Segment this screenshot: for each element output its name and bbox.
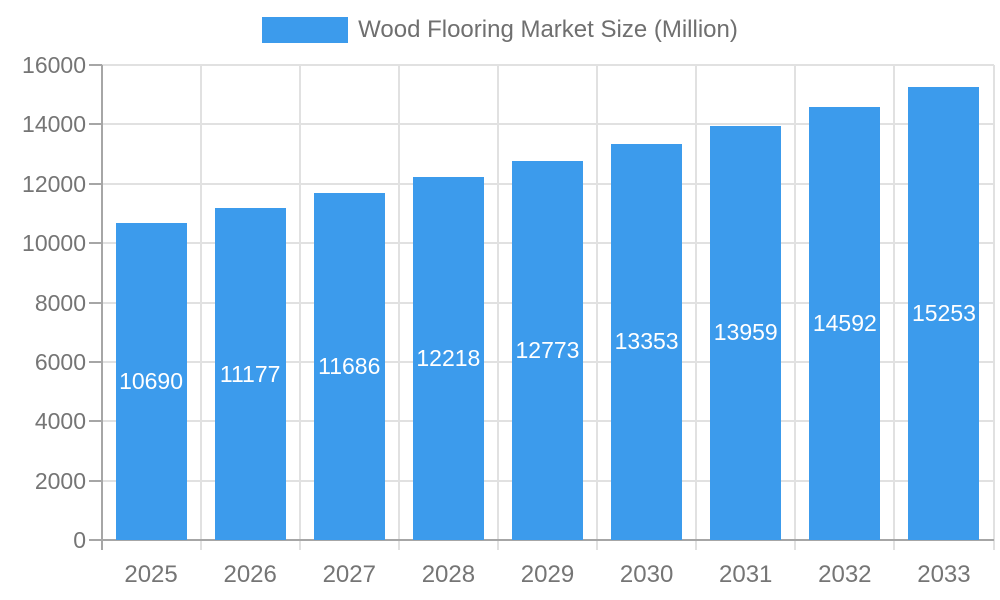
bar-2025[interactable]: 10690: [115, 222, 187, 540]
x-axis-label: 2025: [124, 561, 178, 588]
bar-value-label: 13353: [614, 328, 679, 355]
bar-2029[interactable]: 12773: [512, 160, 583, 540]
bar-2033[interactable]: 15253: [908, 87, 980, 540]
x-axis-line: [101, 539, 994, 541]
y-axis-tick-label: 6000: [34, 348, 86, 375]
bar-2026[interactable]: 11177: [214, 208, 286, 540]
gridline-vertical: [695, 65, 698, 550]
x-axis-label: 2026: [223, 561, 277, 588]
gridline-vertical: [893, 65, 896, 550]
x-axis-label: 2027: [322, 561, 376, 588]
gridline-vertical: [794, 65, 797, 550]
x-axis-label: 2033: [917, 561, 971, 588]
y-axis-tick-label: 16000: [22, 52, 86, 78]
y-axis-tick: [89, 539, 102, 541]
y-axis-tick-label: 10000: [22, 230, 86, 257]
bar-value-label: 10690: [119, 367, 184, 394]
gridline-vertical: [992, 65, 995, 550]
legend-label: Wood Flooring Market Size (Million): [358, 16, 738, 43]
y-axis-tick: [89, 123, 102, 126]
gridline-horizontal: [101, 64, 994, 66]
x-axis-label: 2030: [619, 561, 674, 588]
y-axis-tick-label: 0: [73, 527, 86, 553]
y-axis-tick-label: 14000: [22, 111, 86, 138]
gridline-vertical: [596, 65, 599, 550]
bar-value-label: 11686: [318, 353, 381, 380]
bar-2028[interactable]: 12218: [412, 177, 484, 540]
y-axis-tick: [89, 242, 102, 245]
bar-value-label: 15253: [911, 300, 976, 327]
gridline-horizontal: [101, 123, 994, 126]
y-axis-tick-label: 2000: [34, 467, 86, 494]
y-axis-tick-label: 8000: [34, 289, 86, 316]
bar-2031[interactable]: 13959: [710, 125, 782, 540]
y-axis-tick-label: 12000: [22, 170, 86, 197]
bar-2032[interactable]: 14592: [809, 106, 881, 540]
gridline-vertical: [496, 65, 499, 550]
legend[interactable]: Wood Flooring Market Size (Million): [0, 17, 1000, 43]
legend-swatch-icon: [262, 17, 349, 43]
bar-value-label: 12773: [515, 336, 580, 363]
x-axis-label: 2031: [719, 561, 773, 588]
y-axis-line: [100, 65, 103, 550]
y-axis-tick-label: 4000: [34, 408, 86, 435]
y-axis-tick: [89, 64, 102, 66]
y-axis-tick: [89, 420, 102, 423]
y-axis-tick: [89, 182, 102, 185]
x-axis-label: 2029: [520, 561, 575, 588]
y-axis-tick: [89, 360, 102, 363]
y-axis-tick: [89, 479, 102, 482]
bar-value-label: 14592: [812, 309, 877, 336]
bar-value-label: 12218: [416, 345, 481, 372]
bar-2030[interactable]: 13353: [611, 143, 683, 540]
bar-value-label: 13959: [713, 319, 778, 346]
gridline-vertical: [397, 65, 400, 550]
x-axis-label: 2028: [421, 561, 476, 588]
gridline-vertical: [199, 65, 202, 550]
gridline-vertical: [298, 65, 301, 550]
x-axis-label: 2032: [818, 561, 872, 588]
y-axis-tick: [89, 301, 102, 304]
bar-2027[interactable]: 11686: [313, 193, 385, 540]
bar-value-label: 11177: [219, 360, 281, 387]
